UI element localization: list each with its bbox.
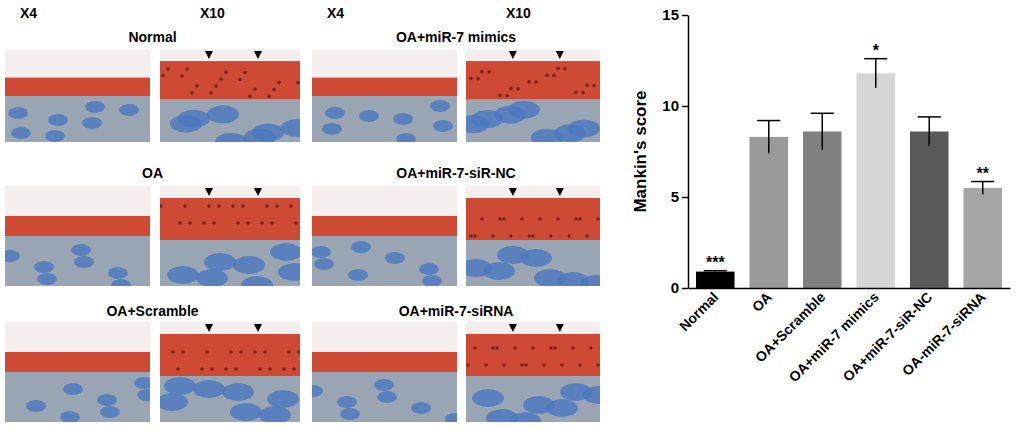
error-bar (811, 113, 834, 149)
column-header: X10 (506, 5, 531, 21)
error-cap (918, 116, 941, 118)
histology-panels: X4 X10 X4 X10 Normal OA OA+Scramble OA+miR-7 mi… (0, 5, 615, 430)
column-header: X4 (327, 5, 344, 21)
error-bar (918, 117, 941, 146)
histology-image (312, 322, 457, 422)
arrowhead (254, 324, 262, 332)
histology-image (160, 322, 300, 422)
error-line (768, 121, 770, 154)
panel-label: OA+Scramble (106, 303, 198, 319)
arrowhead (556, 324, 564, 332)
marks (696, 59, 1002, 288)
y-tick-label: 5 (671, 188, 679, 205)
y-tick: 5 (671, 188, 688, 205)
y-axis: 0 5 10 15 (662, 6, 688, 296)
x-tick: OA+miR-7-siR-NC (840, 288, 936, 385)
bar (963, 188, 1002, 288)
y-tick-mark (682, 197, 688, 199)
histology-image (5, 322, 150, 422)
column-header: X10 (200, 5, 225, 21)
panel-label: OA (142, 165, 163, 181)
y-axis-title: Mankin's score (631, 90, 650, 212)
x-tick-label: OA+miR-7-siR-NC (840, 289, 936, 385)
error-line (822, 113, 824, 149)
histology-image (466, 322, 600, 422)
arrowhead (205, 51, 213, 59)
error-bar (971, 182, 994, 195)
panel-label: OA+miR-7 mimics (396, 29, 516, 45)
error-line (875, 59, 877, 88)
x-tick-label: Normal (676, 289, 721, 334)
x-axis: NormalOAOA+ScrambleOA+miR-7 mimicsOA+miR… (676, 288, 1011, 385)
histology-image (312, 50, 457, 142)
histology-image (466, 50, 600, 142)
significance: * (873, 42, 880, 59)
y-tick: 10 (662, 97, 688, 114)
significance: ** (976, 165, 989, 182)
arrowhead (509, 324, 517, 332)
arrowhead (254, 51, 262, 59)
x-tick-label: OA (749, 289, 775, 315)
histology-image (160, 186, 300, 286)
arrowhead (556, 51, 564, 59)
y-tick: 0 (671, 279, 688, 296)
bar (750, 137, 789, 288)
figure: X4 X10 X4 X10 Normal OA OA+Scramble OA+miR-7 mi… (0, 0, 1020, 430)
histology-image (5, 50, 150, 142)
arrowhead (254, 188, 262, 196)
error-bar (864, 59, 887, 88)
error-cap (757, 120, 780, 122)
y-tick-label: 0 (671, 279, 679, 296)
error-bar (704, 271, 727, 273)
histology-image (312, 186, 457, 286)
column-header: X4 (20, 5, 37, 21)
bar (803, 131, 842, 288)
arrowhead (509, 188, 517, 196)
y-tick-label: 10 (662, 97, 679, 114)
x-tick: Normal (676, 288, 721, 334)
y-axis-line (688, 16, 690, 289)
arrowhead (509, 51, 517, 59)
x-tick-label: OA-miR-7-siRNA (899, 289, 989, 379)
x-tick-label: OA+miR-7 mimics (786, 289, 882, 385)
error-bar (757, 121, 780, 154)
significance: *** (706, 254, 725, 271)
y-tick-mark (682, 106, 688, 108)
y-tick-mark (682, 15, 688, 17)
bar (910, 131, 949, 288)
bar-chart: ******051015NormalOAOA+ScrambleOA+miR-7 … (631, 6, 1011, 385)
histology-image (160, 50, 300, 142)
histology-image (466, 186, 600, 286)
panel-label: Normal (128, 29, 176, 45)
x-tick: OA (749, 288, 775, 315)
x-tick: OA+miR-7 mimics (786, 288, 882, 385)
panel-label: OA+miR-7-siRNA (399, 303, 514, 319)
histology-image (5, 186, 150, 286)
panel-label: OA+miR-7-siR-NC (396, 165, 515, 181)
x-tick: OA-miR-7-siRNA (899, 288, 989, 379)
bar (696, 272, 735, 288)
error-line (982, 182, 984, 195)
bar (856, 73, 895, 288)
y-tick: 15 (662, 6, 688, 23)
error-cap (811, 113, 834, 115)
y-tick-label: 15 (662, 6, 679, 23)
error-line (928, 117, 930, 146)
x-axis-line (689, 288, 1011, 290)
y-tick-mark (682, 288, 688, 290)
arrowhead (556, 188, 564, 196)
arrowhead (205, 188, 213, 196)
arrowhead (205, 324, 213, 332)
